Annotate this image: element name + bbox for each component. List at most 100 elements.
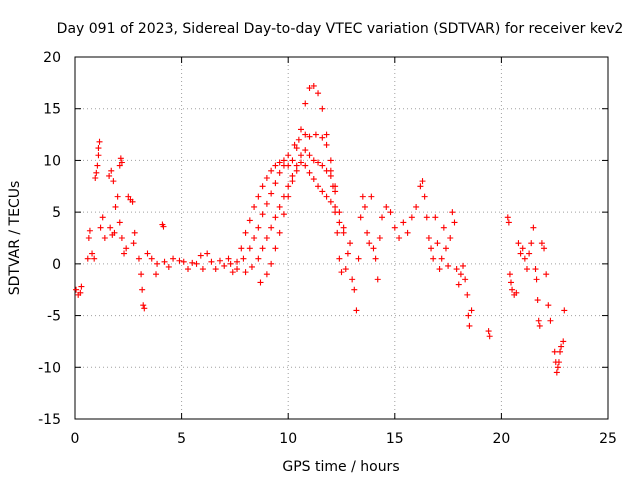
data-point <box>536 322 543 329</box>
y-tick-label: -5 <box>47 309 61 325</box>
data-point <box>276 159 283 166</box>
data-point <box>528 240 535 247</box>
data-point <box>504 214 511 221</box>
data-point <box>383 203 390 210</box>
x-tick-label: 10 <box>279 431 297 447</box>
data-point <box>268 190 275 197</box>
x-tick-labels: 0 5 10 15 20 25 <box>71 431 617 447</box>
data-point <box>263 271 270 278</box>
data-point <box>434 240 441 247</box>
data-point <box>204 250 211 257</box>
data-point <box>255 255 262 262</box>
data-point <box>276 203 283 210</box>
data-point <box>289 178 296 185</box>
data-point <box>334 229 341 236</box>
data-point <box>319 162 326 169</box>
data-point <box>176 257 183 264</box>
data-point <box>428 245 435 252</box>
data-point <box>153 271 160 278</box>
data-point <box>366 240 373 247</box>
data-point <box>545 302 552 309</box>
data-point <box>555 359 562 366</box>
data-point <box>327 157 334 164</box>
data-point <box>140 302 147 309</box>
data-point <box>285 183 292 190</box>
data-point <box>234 258 241 265</box>
data-point <box>404 229 411 236</box>
data-point <box>509 286 516 293</box>
data-point <box>319 134 326 141</box>
data-point <box>91 255 98 262</box>
data-point <box>306 85 313 92</box>
chart-title: Day 091 of 2023, Sidereal Day-to-day VTE… <box>57 21 624 37</box>
data-point <box>141 305 148 312</box>
data-point <box>523 266 530 273</box>
data-point <box>221 262 228 269</box>
data-point <box>184 266 191 273</box>
data-point <box>225 255 232 262</box>
data-point <box>93 169 100 176</box>
data-point <box>280 211 287 218</box>
data-point <box>457 271 464 278</box>
data-point <box>272 245 279 252</box>
data-point <box>465 312 472 319</box>
data-point <box>302 100 309 107</box>
x-tick-label: 5 <box>177 431 186 447</box>
data-point <box>285 152 292 159</box>
data-point <box>327 198 334 205</box>
data-point <box>323 167 330 174</box>
data-point <box>197 252 204 259</box>
data-point <box>387 209 394 216</box>
data-point <box>455 281 462 288</box>
data-point <box>351 286 358 293</box>
data-point <box>84 255 91 262</box>
data-point <box>263 235 270 241</box>
data-point <box>541 245 548 252</box>
data-point <box>438 255 445 262</box>
data-point <box>534 297 541 304</box>
data-point <box>353 307 360 314</box>
data-point <box>251 203 258 210</box>
data-point <box>189 259 196 266</box>
data-point <box>561 307 568 314</box>
data-point <box>327 172 334 179</box>
data-point <box>557 348 564 355</box>
data-point <box>95 145 102 152</box>
data-point <box>417 183 424 190</box>
grid-lines <box>75 57 608 419</box>
data-point <box>255 193 262 200</box>
data-point <box>199 266 206 273</box>
data-point <box>257 279 264 286</box>
data-point <box>293 162 300 169</box>
data-point <box>370 245 377 252</box>
data-point <box>486 333 493 340</box>
data-point <box>268 224 275 231</box>
data-point <box>144 250 151 257</box>
y-axis-label: SDTVAR / TECUs <box>7 181 23 296</box>
data-point <box>107 224 114 231</box>
data-point <box>259 245 266 252</box>
data-point <box>505 219 512 226</box>
data-point <box>440 224 447 231</box>
data-point <box>332 203 339 210</box>
data-point <box>129 198 136 205</box>
data-point <box>421 193 428 200</box>
data-point <box>340 224 347 231</box>
data-point <box>289 172 296 179</box>
data-point <box>89 250 96 257</box>
data-point <box>430 255 437 262</box>
data-point <box>532 266 539 273</box>
data-point <box>272 180 279 187</box>
data-point <box>323 141 330 148</box>
data-point <box>276 169 283 176</box>
data-point <box>349 276 356 283</box>
data-point <box>227 260 234 267</box>
data-point <box>466 322 473 329</box>
data-point <box>379 214 386 221</box>
data-point <box>293 145 300 152</box>
y-tick-label: 0 <box>52 257 61 273</box>
data-point <box>268 260 275 267</box>
data-point <box>139 286 146 293</box>
plot-frame <box>74 56 609 420</box>
